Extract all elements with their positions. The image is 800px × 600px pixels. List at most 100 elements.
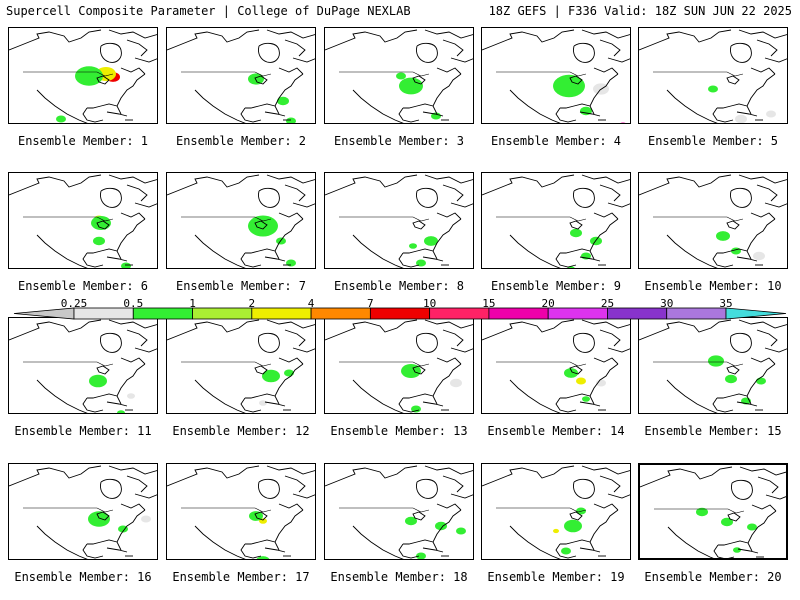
scp-contour — [286, 259, 296, 267]
north-america-basemap — [325, 29, 473, 123]
ensemble-panel[interactable] — [481, 27, 631, 124]
colorbar-tick-label: 30 — [660, 297, 674, 310]
scp-contour — [411, 405, 421, 413]
scp-contour — [570, 228, 582, 238]
ensemble-panel[interactable] — [481, 463, 631, 560]
scp-contour — [747, 523, 757, 531]
scp-contour — [286, 117, 296, 123]
north-america-basemap — [640, 466, 786, 558]
scp-contour — [424, 236, 438, 246]
colorbar-tick-label: 15 — [482, 297, 496, 310]
ensemble-panel[interactable] — [638, 317, 788, 414]
scp-contour — [756, 377, 766, 385]
north-america-basemap — [482, 319, 630, 413]
ensemble-member-label: Ensemble Member: 2 — [175, 134, 307, 148]
scp-contour — [456, 527, 466, 535]
north-america-basemap — [639, 29, 787, 123]
ensemble-member-label: Ensemble Member: 15 — [644, 424, 782, 438]
ensemble-member-label: Ensemble Member: 4 — [490, 134, 622, 148]
colorbar-tick-label: 20 — [541, 297, 555, 310]
north-america-basemap — [9, 29, 157, 123]
colorbar-tick-label: 0.25 — [60, 297, 88, 310]
ensemble-panel[interactable] — [324, 172, 474, 269]
scp-contour — [88, 511, 110, 527]
ensemble-panel[interactable] — [324, 317, 474, 414]
scp-contour — [766, 110, 776, 118]
ensemble-panel[interactable] — [8, 27, 158, 124]
ensemble-panel[interactable] — [481, 172, 631, 269]
scp-contour — [721, 517, 733, 527]
ensemble-panel[interactable] — [638, 463, 788, 560]
colorbar-tick-label: 1 — [189, 297, 196, 310]
ensemble-panel[interactable] — [8, 172, 158, 269]
colorbar-tick-label: 2 — [248, 297, 256, 310]
scp-contour — [416, 552, 426, 559]
scp-contour — [121, 262, 131, 268]
north-america-basemap — [9, 465, 157, 559]
ensemble-panel[interactable] — [166, 27, 316, 124]
run-valid-time: 18Z GEFS | F336 Valid: 18Z SUN JUN 22 20… — [488, 4, 792, 18]
scp-contour — [582, 396, 590, 402]
colorbar-tick-label: 0.5 — [123, 297, 144, 310]
scp-contour — [564, 519, 582, 533]
north-america-basemap — [482, 29, 630, 123]
scp-contour — [91, 216, 111, 230]
scp-contour — [620, 122, 626, 123]
ensemble-member-label: Ensemble Member: 13 — [330, 424, 468, 438]
scp-contour — [399, 77, 423, 95]
ensemble-member-label: Ensemble Member: 20 — [644, 570, 782, 584]
ensemble-member-label: Ensemble Member: 19 — [487, 570, 625, 584]
ensemble-panel[interactable] — [166, 172, 316, 269]
scp-contour — [248, 215, 278, 237]
ensemble-panel[interactable] — [324, 27, 474, 124]
colorbar-tick-label: 7 — [367, 297, 374, 310]
scp-contour — [553, 74, 585, 98]
north-america-basemap — [639, 319, 787, 413]
ensemble-panel[interactable] — [166, 463, 316, 560]
ensemble-panel[interactable] — [166, 317, 316, 414]
ensemble-panel[interactable] — [324, 463, 474, 560]
scp-contour — [553, 528, 559, 534]
north-america-basemap — [167, 465, 315, 559]
ensemble-panel[interactable] — [8, 317, 158, 414]
scp-contour — [396, 72, 406, 80]
scp-contour — [576, 377, 586, 385]
ensemble-panel[interactable] — [638, 172, 788, 269]
north-america-basemap — [639, 174, 787, 268]
scp-contour — [56, 115, 66, 123]
scp-contour — [262, 369, 280, 383]
north-america-basemap — [325, 174, 473, 268]
scp-contour — [127, 393, 135, 399]
ensemble-member-label: Ensemble Member: 9 — [490, 279, 622, 293]
ensemble-member-label: Ensemble Member: 1 — [17, 134, 149, 148]
north-america-basemap — [325, 465, 473, 559]
scp-contour — [431, 112, 441, 120]
ensemble-member-label: Ensemble Member: 5 — [647, 134, 779, 148]
ensemble-member-label: Ensemble Member: 14 — [487, 424, 625, 438]
scp-contour — [725, 374, 737, 384]
scp-contour — [277, 96, 289, 106]
scp-contour — [708, 355, 724, 367]
scp-contour — [259, 400, 267, 406]
ensemble-member-label: Ensemble Member: 10 — [644, 279, 782, 293]
ensemble-panel[interactable] — [8, 463, 158, 560]
scp-contour — [696, 507, 708, 517]
scp-contour — [733, 547, 741, 553]
ensemble-panel[interactable] — [481, 317, 631, 414]
north-america-basemap — [482, 174, 630, 268]
scp-contour — [435, 521, 447, 531]
north-america-basemap — [9, 174, 157, 268]
scp-contour — [93, 236, 105, 246]
scp-contour — [409, 243, 417, 249]
ensemble-member-label: Ensemble Member: 3 — [333, 134, 465, 148]
north-america-basemap — [9, 319, 157, 413]
north-america-basemap — [482, 465, 630, 559]
scp-contour — [75, 66, 103, 86]
north-america-basemap — [167, 29, 315, 123]
ensemble-panel[interactable] — [638, 27, 788, 124]
ensemble-member-label: Ensemble Member: 17 — [172, 570, 310, 584]
north-america-basemap — [325, 319, 473, 413]
scp-contour — [401, 364, 421, 378]
ensemble-member-label: Ensemble Member: 16 — [14, 570, 152, 584]
scp-contour — [405, 516, 417, 526]
